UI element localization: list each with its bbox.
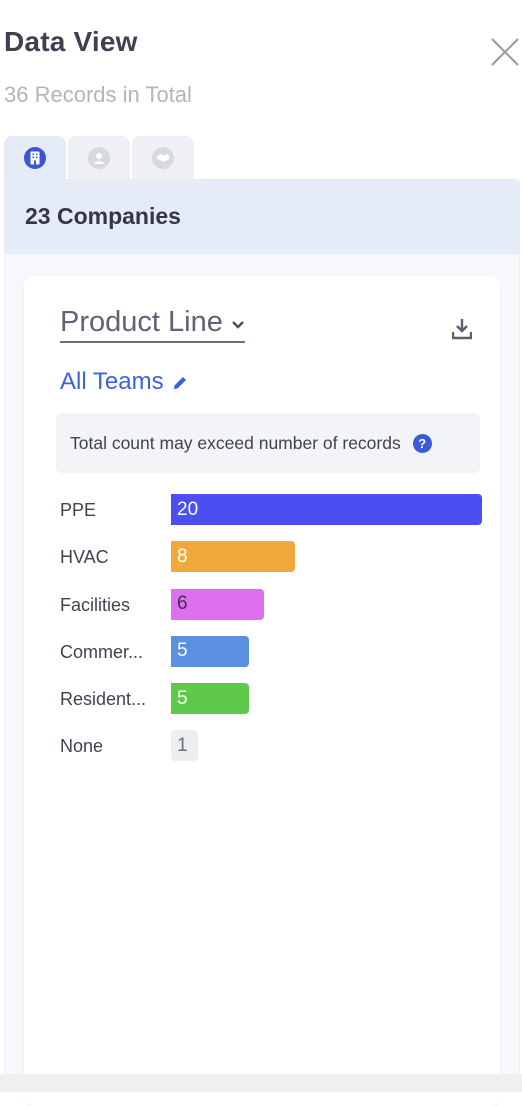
close-button[interactable] bbox=[487, 34, 522, 70]
help-icon[interactable]: ? bbox=[412, 433, 432, 453]
bar-value: 1 bbox=[177, 734, 188, 756]
bar[interactable]: 6 bbox=[171, 588, 264, 620]
bar-row: HVAC 8 bbox=[60, 541, 500, 588]
bottom-edge bbox=[0, 1074, 522, 1092]
team-label: All Teams bbox=[60, 368, 164, 395]
tab-companies[interactable] bbox=[4, 136, 66, 180]
notice-text: Total count may exceed number of records bbox=[70, 432, 401, 453]
bar-row: None 1 bbox=[60, 730, 500, 777]
dimension-dropdown[interactable]: Product Line bbox=[60, 306, 245, 343]
bar-value: 5 bbox=[177, 687, 188, 709]
pencil-icon bbox=[173, 377, 186, 389]
bar-row: Resident... 5 bbox=[60, 683, 500, 730]
bar-row: Facilities 6 bbox=[60, 588, 500, 636]
bar-value: 8 bbox=[177, 545, 188, 567]
bar-label: None bbox=[60, 736, 104, 757]
chevron-down-icon bbox=[231, 320, 244, 329]
bar-value: 20 bbox=[177, 498, 199, 520]
entity-tabs bbox=[4, 136, 196, 180]
bar-label: Resident... bbox=[60, 689, 147, 710]
bar[interactable]: 1 bbox=[171, 730, 198, 762]
dimension-label: Product Line bbox=[60, 306, 223, 338]
bar-row: PPE 20 bbox=[60, 494, 500, 541]
download-icon bbox=[451, 319, 473, 340]
bar-label: PPE bbox=[60, 500, 97, 520]
team-selector[interactable]: All Teams bbox=[60, 368, 188, 396]
companies-panel: 23 Companies Product Line All Teams bbox=[4, 179, 520, 1106]
tab-people[interactable] bbox=[68, 136, 130, 180]
count-notice: Total count may exceed number of records… bbox=[56, 413, 480, 473]
bar[interactable]: 20 bbox=[171, 494, 482, 525]
close-icon bbox=[491, 38, 519, 66]
tab-deals[interactable] bbox=[132, 136, 194, 180]
bar-value: 6 bbox=[177, 593, 188, 615]
chart-card: Product Line All Teams Total co bbox=[24, 276, 500, 1106]
bar-label: HVAC bbox=[60, 547, 109, 568]
building-icon bbox=[24, 147, 46, 169]
page-title: Data View bbox=[4, 26, 138, 57]
download-button[interactable] bbox=[451, 318, 473, 340]
bar-value: 5 bbox=[177, 640, 188, 662]
handshake-icon bbox=[152, 147, 174, 169]
records-total: 36 Records in Total bbox=[4, 82, 192, 107]
companies-count: 23 Companies bbox=[25, 203, 181, 229]
bar-label: Facilities bbox=[60, 594, 131, 615]
bar[interactable]: 5 bbox=[171, 683, 249, 715]
person-icon bbox=[88, 147, 110, 169]
bar-label: Commer... bbox=[60, 641, 144, 662]
bar[interactable]: 8 bbox=[171, 541, 295, 573]
panel-header: 23 Companies bbox=[5, 179, 519, 254]
bar-row: Commer... 5 bbox=[60, 635, 500, 683]
product-line-chart: PPE 20 HVAC 8 Facilities 6 Commer... 5 Resident.… bbox=[60, 494, 500, 778]
bar[interactable]: 5 bbox=[171, 635, 249, 667]
